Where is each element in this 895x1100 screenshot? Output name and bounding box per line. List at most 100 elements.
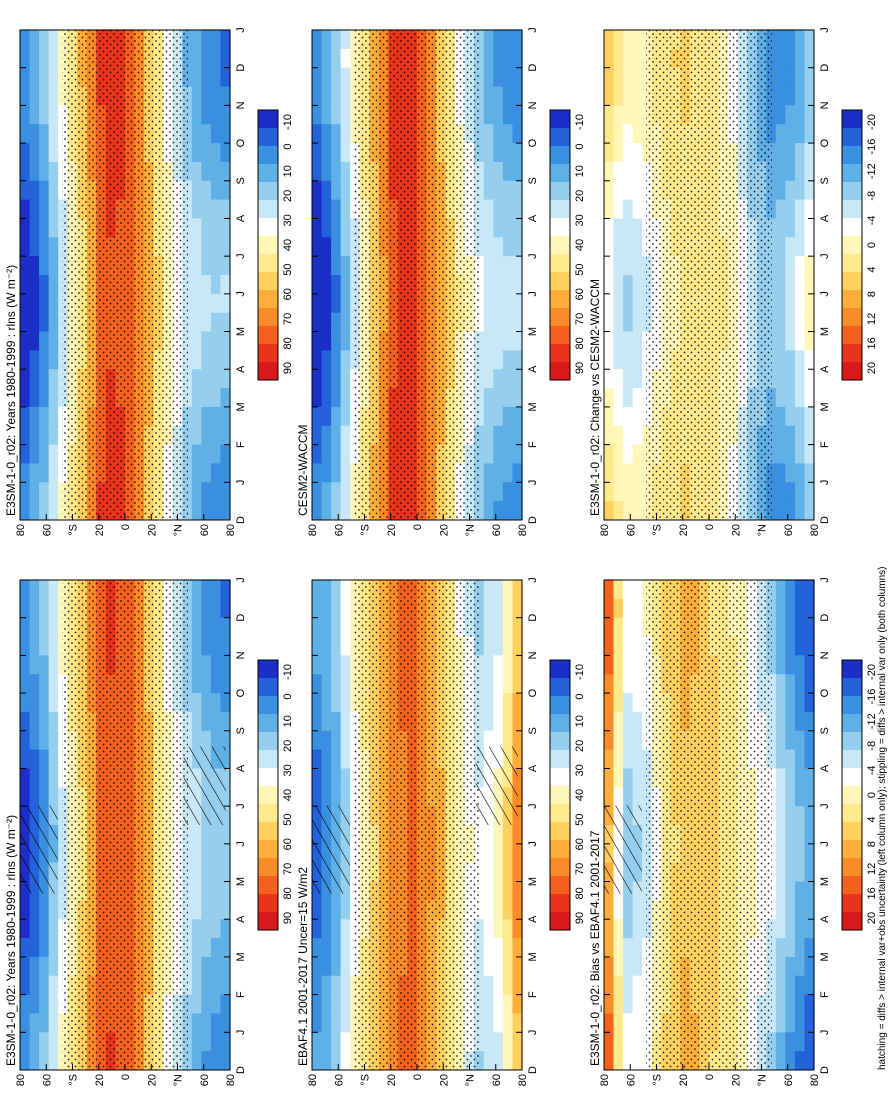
heatmap-cell	[775, 406, 786, 426]
heatmap-cell	[613, 312, 624, 332]
heatmap-cell	[775, 843, 786, 863]
colorbar-swatch	[258, 749, 278, 768]
lat-tick-label: 60	[41, 524, 53, 536]
heatmap-cell	[20, 711, 31, 731]
heatmap-cell	[29, 786, 40, 807]
heatmap-cell	[794, 635, 806, 656]
heatmap-cell	[39, 975, 50, 995]
heatmap-cell	[623, 617, 634, 637]
heatmap-cell	[493, 918, 504, 939]
heatmap-cell	[512, 48, 523, 68]
heatmap-cell	[632, 730, 643, 750]
heatmap-cell	[210, 255, 222, 275]
heatmap-cell	[312, 749, 323, 769]
heatmap-cell	[632, 481, 643, 502]
heatmap-cell	[623, 1012, 634, 1033]
heatmap-cell	[20, 500, 31, 520]
heatmap-cell	[29, 462, 40, 483]
heatmap-cell	[613, 767, 624, 788]
heatmap-cell	[483, 994, 494, 1014]
heatmap-cell	[804, 312, 815, 332]
heatmap-cell	[312, 975, 323, 995]
heatmap-cell	[29, 1012, 40, 1033]
heatmap-cell	[39, 104, 50, 125]
heatmap-cell	[604, 462, 615, 483]
heatmap-cell	[220, 293, 231, 313]
heatmap-cell	[331, 199, 342, 219]
heatmap-cell	[775, 786, 786, 807]
colorbar-tick-label: 50	[282, 263, 294, 275]
colorbar-tick-label: 70	[574, 863, 586, 875]
heatmap-cell	[48, 29, 59, 49]
heatmap-cell	[794, 598, 806, 618]
heatmap-cell	[331, 786, 342, 807]
heatmap-cell	[623, 654, 634, 675]
heatmap-cell	[331, 635, 342, 656]
heatmap-cell	[312, 349, 323, 370]
heatmap-cell	[493, 312, 504, 332]
colorbar-tick-label: 80	[282, 887, 294, 899]
colorbar-swatch	[258, 659, 278, 678]
colorbar-tick-label: 90	[282, 912, 294, 924]
heatmap-cell	[191, 481, 202, 502]
colorbar-swatch	[550, 749, 570, 768]
heatmap-cell	[502, 975, 514, 995]
heatmap-cell	[201, 1012, 212, 1033]
heatmap-cell	[502, 730, 514, 750]
heatmap-cell	[312, 654, 323, 675]
heatmap-cell	[312, 236, 323, 257]
heatmap-cell	[502, 48, 514, 68]
heatmap-cell	[48, 142, 59, 162]
heatmap-cell	[512, 161, 523, 181]
heatmap-cell	[493, 142, 504, 162]
heatmap-cell	[29, 349, 40, 370]
heatmap-cell	[220, 1050, 231, 1070]
heatmap-cell	[331, 937, 342, 957]
heatmap-cell	[632, 330, 643, 351]
heatmap-cell	[312, 673, 323, 694]
heatmap-cell	[623, 142, 634, 162]
heatmap-cell	[312, 994, 323, 1014]
heatmap-cell	[48, 918, 59, 939]
colorbar-tick-label: 0	[282, 694, 294, 700]
colorbar-tick-label: 0	[574, 694, 586, 700]
heatmap-cell	[502, 598, 514, 618]
colorbar-tick-label: 90	[574, 362, 586, 374]
heatmap-cell	[20, 975, 31, 995]
heatmap-cell	[191, 918, 202, 939]
heatmap-cell	[785, 824, 796, 844]
heatmap-cell	[493, 274, 504, 294]
month-tick-label: M	[819, 402, 831, 411]
stipple-overlay	[354, 580, 480, 1070]
colorbar-tick-label: 4	[866, 267, 878, 273]
colorbar-swatch	[842, 217, 862, 236]
heatmap-cell	[604, 994, 615, 1014]
heatmap-cell	[794, 312, 806, 332]
heatmap-cell	[775, 217, 786, 238]
heatmap-cell	[48, 48, 59, 68]
heatmap-cell	[48, 767, 59, 788]
heatmap-cell	[632, 767, 643, 788]
heatmap-cell	[775, 123, 786, 144]
heatmap-cell	[312, 180, 323, 200]
heatmap-cell	[191, 711, 202, 731]
heatmap-cell	[29, 444, 40, 464]
colorbar-tick-label: -10	[282, 664, 294, 680]
colorbar-tick-label: -20	[866, 664, 878, 680]
heatmap-cell	[502, 312, 514, 332]
heatmap-cell	[210, 824, 222, 844]
heatmap-cell	[623, 1031, 634, 1052]
heatmap-cell	[775, 730, 786, 750]
heatmap-cell	[191, 1031, 202, 1052]
heatmap-cell	[502, 293, 514, 313]
heatmap-cell	[201, 937, 212, 957]
colorbar-swatch	[842, 767, 862, 786]
heatmap-cell	[340, 444, 351, 464]
heatmap-cell	[493, 994, 504, 1014]
heatmap-cell	[785, 711, 796, 731]
heatmap-cell	[201, 199, 212, 219]
heatmap-cell	[512, 29, 523, 49]
heatmap-cell	[312, 579, 323, 599]
stipple-overlay	[646, 580, 772, 1070]
heatmap-cell	[502, 255, 514, 275]
